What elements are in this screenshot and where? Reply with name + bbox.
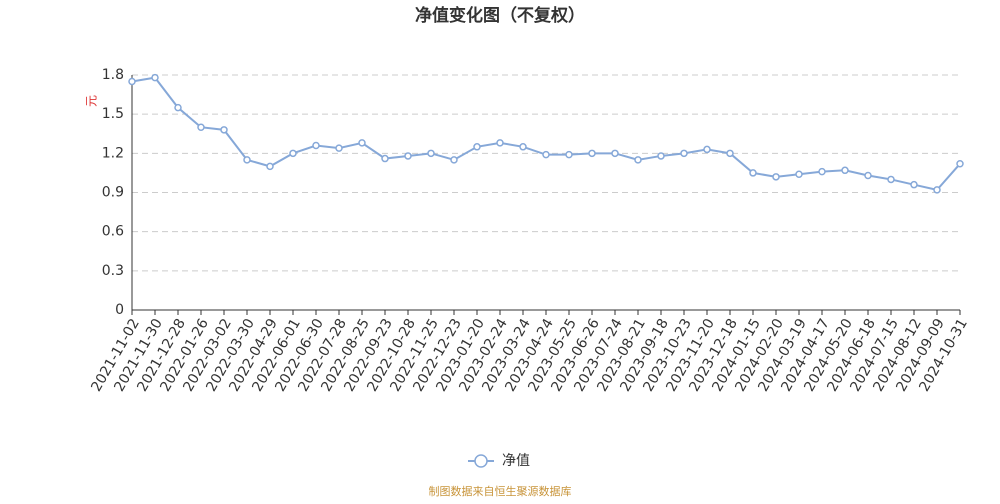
point — [358, 139, 366, 147]
point — [841, 166, 849, 175]
chart-title: 净值变化图（不复权） — [415, 5, 585, 26]
point — [864, 171, 872, 180]
point — [772, 173, 780, 181]
point — [795, 170, 803, 178]
point — [818, 167, 826, 176]
point — [289, 149, 297, 158]
source-note: 制图数据来自恒生聚源数据库 — [429, 484, 572, 498]
point — [266, 162, 274, 171]
point — [174, 103, 182, 112]
point — [634, 156, 642, 164]
point — [243, 156, 251, 164]
point — [151, 73, 159, 82]
line — [131, 76, 961, 191]
point — [450, 156, 458, 164]
y-tick-label: 0.6 — [102, 224, 124, 240]
point — [749, 169, 757, 177]
point — [128, 77, 136, 86]
point — [335, 144, 343, 152]
y-tick-label: 0.9 — [102, 185, 124, 201]
point — [726, 149, 734, 158]
point — [680, 149, 688, 158]
point — [496, 139, 504, 147]
point — [611, 149, 619, 158]
legend-marker — [474, 454, 488, 468]
point — [197, 123, 205, 131]
y-tick-label: 1.8 — [102, 67, 124, 83]
point — [703, 145, 711, 154]
point — [519, 143, 527, 151]
point — [565, 150, 573, 159]
point — [473, 143, 481, 151]
y-tick-label: 0.3 — [102, 263, 124, 279]
point — [404, 152, 412, 160]
point — [220, 126, 228, 134]
point — [381, 154, 389, 163]
point — [933, 186, 941, 194]
point — [542, 150, 550, 159]
point — [956, 160, 964, 168]
point — [312, 141, 320, 150]
legend-label: 净值 — [502, 453, 530, 469]
y-tick-label: 1.2 — [102, 145, 124, 161]
point — [427, 149, 435, 158]
y-tick-label: 1.5 — [102, 106, 124, 122]
point — [588, 149, 596, 158]
y-axis-label: 元 — [85, 95, 99, 107]
point — [887, 175, 895, 184]
y-tick-label: 0 — [115, 302, 124, 318]
point — [910, 180, 918, 189]
point — [657, 152, 665, 160]
